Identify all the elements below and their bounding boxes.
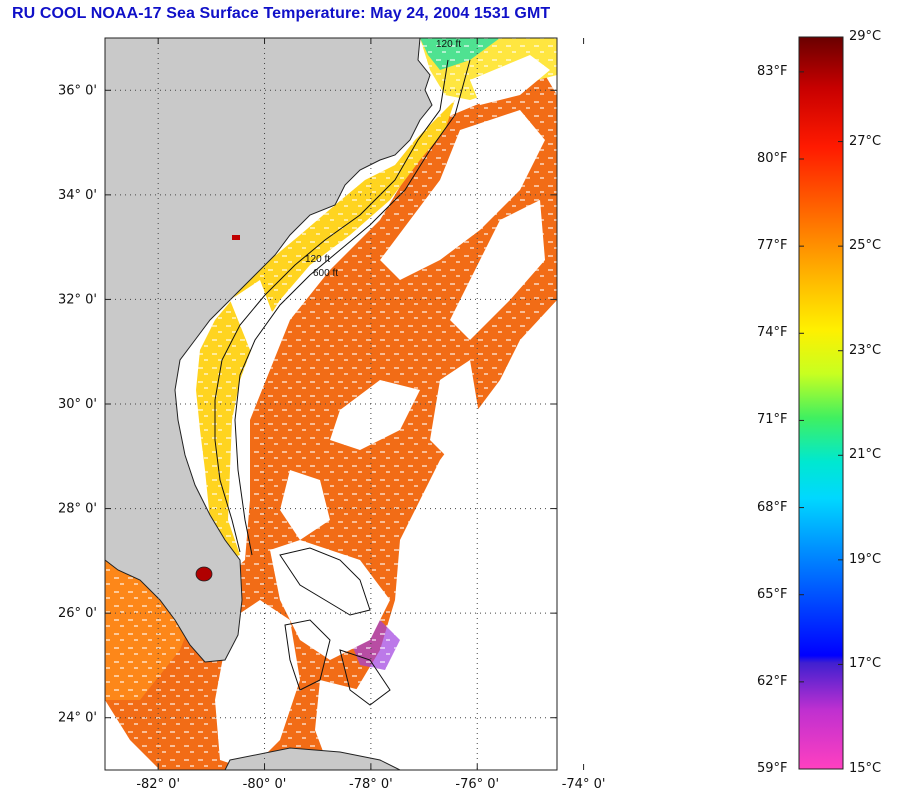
colorbar-label-fahrenheit: 68°F: [757, 499, 788, 515]
colorbar: [798, 36, 844, 770]
lon-label: -78° 0': [349, 777, 393, 792]
colorbar-label-fahrenheit: 80°F: [757, 151, 788, 166]
contour-120ft: [214, 59, 449, 553]
colorbar-label-celsius: 19°C: [849, 551, 882, 567]
lon-label: -82° 0': [136, 777, 180, 792]
bahamas-banks: [279, 547, 391, 706]
lon-label: -74° 0': [562, 777, 606, 792]
colorbar-label-celsius: 15°C: [849, 761, 882, 776]
colorbar-label-fahrenheit: 62°F: [757, 673, 788, 689]
lat-label: 34° 0': [58, 188, 97, 203]
graticule: [105, 38, 557, 770]
contour-600ft: [234, 59, 471, 556]
latitude-ticks: 36° 0' 34° 0' 32° 0' 30° 0' 28° 0' 26° 0' 24° …: [58, 83, 557, 726]
contour-label-600ft: 600 ft: [313, 268, 338, 279]
lake-okeechobee: [195, 566, 213, 582]
lat-label: 26° 0': [58, 606, 97, 621]
contour-label-120ft-south: 120 ft: [305, 254, 330, 265]
lat-label: 24° 0': [58, 711, 97, 726]
map-title: RU COOL NOAA-17 Sea Surface Temperature:…: [12, 5, 551, 22]
colorbar-label-celsius: 25°C: [849, 238, 882, 254]
contour-label-120ft: 120 ft: [436, 39, 461, 50]
lat-label: 28° 0': [58, 502, 97, 517]
colorbar-label-celsius: 29°C: [849, 29, 882, 44]
map-panel[interactable]: 120 ft 120 ft 600 ft: [105, 38, 584, 770]
colorbar-ticks: [799, 36, 843, 770]
lon-label: -80° 0': [243, 777, 287, 792]
colorbar-label-fahrenheit: 74°F: [757, 325, 788, 341]
colorbar-label-celsius: 17°C: [849, 656, 882, 672]
colorbar-label-fahrenheit: 77°F: [757, 238, 788, 254]
land-cuba: [224, 747, 401, 770]
colorbar-label-fahrenheit: 65°F: [757, 586, 788, 602]
longitude-ticks: -82° 0' -80° 0' -78° 0' -76° 0' -74° 0': [136, 38, 605, 792]
colorbar-label-celsius: 23°C: [849, 342, 882, 358]
colorbar-label-fahrenheit: 59°F: [757, 761, 788, 776]
land-us-southeast: [105, 38, 433, 663]
lat-label: 32° 0': [58, 292, 97, 307]
lon-label: -76° 0': [455, 777, 499, 792]
hot-pixel: [232, 235, 240, 240]
colorbar-label-celsius: 21°C: [849, 447, 882, 463]
colorbar-label-fahrenheit: 83°F: [757, 63, 788, 79]
lat-label: 30° 0': [58, 397, 97, 412]
colorbar-label-celsius: 27°C: [849, 133, 882, 149]
lat-label: 36° 0': [58, 83, 97, 98]
colorbar-label-fahrenheit: 71°F: [757, 412, 788, 428]
